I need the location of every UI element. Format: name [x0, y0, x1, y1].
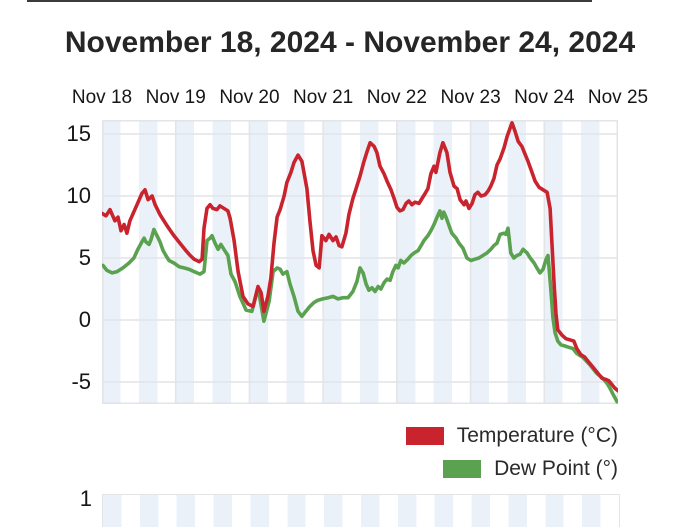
plot-border — [102, 120, 618, 404]
y-tick-label: 5 — [78, 245, 91, 270]
legend-row-dewpoint: Dew Point (°) — [443, 457, 618, 481]
x-tick-label: Nov 24 — [514, 87, 575, 108]
dew-point-color-swatch — [443, 460, 482, 478]
x-tick-label: Nov 23 — [440, 87, 501, 108]
line-chart-svg — [102, 120, 618, 404]
temperature-dewpoint-plot-area — [102, 120, 618, 404]
y-tick-label: 0 — [78, 307, 91, 332]
x-tick-label: Nov 20 — [219, 87, 280, 108]
x-tick-label: Nov 25 — [587, 87, 649, 108]
y-tick-label: 15 — [66, 121, 91, 146]
x-tick-label: Nov 21 — [293, 87, 354, 108]
x-tick-label: Nov 19 — [145, 87, 206, 108]
chart-legend: Temperature (°C) Dew Point (°) — [405, 424, 618, 481]
dew-point-line — [102, 209, 618, 404]
x-tick-label: Nov 22 — [366, 87, 427, 108]
top-border-line — [27, 0, 592, 2]
second-chart-plot-area-partial — [102, 494, 620, 527]
legend-row-temperature: Temperature (°C) — [405, 424, 618, 448]
y-tick-label: -5 — [71, 369, 91, 394]
second-chart-y-tick-label: 1 — [79, 486, 92, 511]
chart-title: November 18, 2024 - November 24, 2024 — [64, 26, 636, 59]
dew-point-legend-label: Dew Point (°) — [494, 457, 618, 480]
temperature-line — [102, 120, 618, 393]
x-tick-label: Nov 18 — [71, 87, 133, 108]
temperature-legend-label: Temperature (°C) — [456, 424, 618, 447]
y-tick-label: 10 — [66, 183, 91, 208]
temperature-color-swatch — [405, 427, 444, 445]
